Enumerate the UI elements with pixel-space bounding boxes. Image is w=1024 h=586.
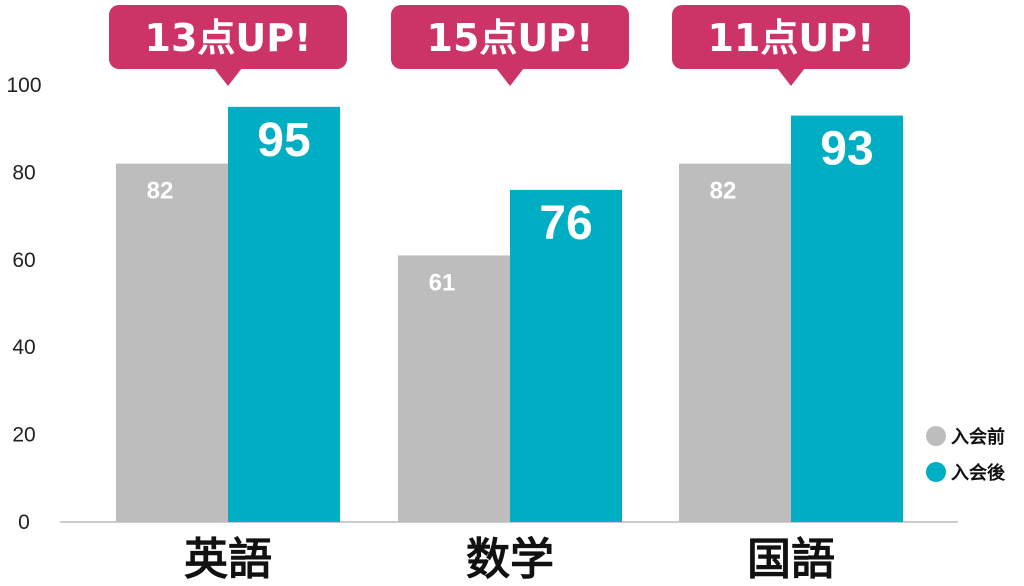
- y-tick-label: 60: [12, 249, 35, 272]
- legend-label: 入会後: [951, 462, 1006, 484]
- y-tick-label: 40: [12, 336, 35, 359]
- bar-before: [116, 163, 228, 522]
- category-label: 数学: [466, 534, 554, 585]
- data-label-after: 93: [820, 123, 873, 176]
- y-tick-label: 80: [12, 161, 35, 184]
- data-label-before: 61: [429, 269, 456, 296]
- legend-swatch: [926, 462, 946, 482]
- bar-after: [791, 115, 903, 522]
- legend-label: 入会前: [951, 426, 1005, 448]
- y-tick-label: 0: [18, 511, 30, 534]
- badge-label: 11点UP!: [708, 16, 875, 60]
- legend-swatch: [926, 426, 946, 446]
- bar-before: [679, 163, 791, 522]
- category-label: 国語: [747, 534, 835, 585]
- y-tick-label: 100: [6, 74, 41, 97]
- badge-callout: [109, 5, 347, 69]
- data-label-before: 82: [147, 178, 174, 205]
- badge-pointer: [214, 68, 242, 86]
- data-label-after: 95: [257, 114, 310, 167]
- badge-callout: [672, 5, 910, 69]
- badge-callout: [391, 5, 629, 69]
- badge-label: 15点UP!: [427, 16, 594, 60]
- badge-pointer: [777, 68, 805, 86]
- category-label: 英語: [184, 534, 272, 585]
- bar-after: [510, 189, 622, 522]
- badge-label: 13点UP!: [145, 16, 312, 60]
- data-label-after: 76: [539, 197, 592, 250]
- data-label-before: 82: [710, 178, 737, 205]
- badge-pointer: [496, 68, 524, 86]
- bar-after: [228, 106, 340, 522]
- y-tick-label: 20: [12, 424, 35, 447]
- bar-before: [398, 255, 510, 522]
